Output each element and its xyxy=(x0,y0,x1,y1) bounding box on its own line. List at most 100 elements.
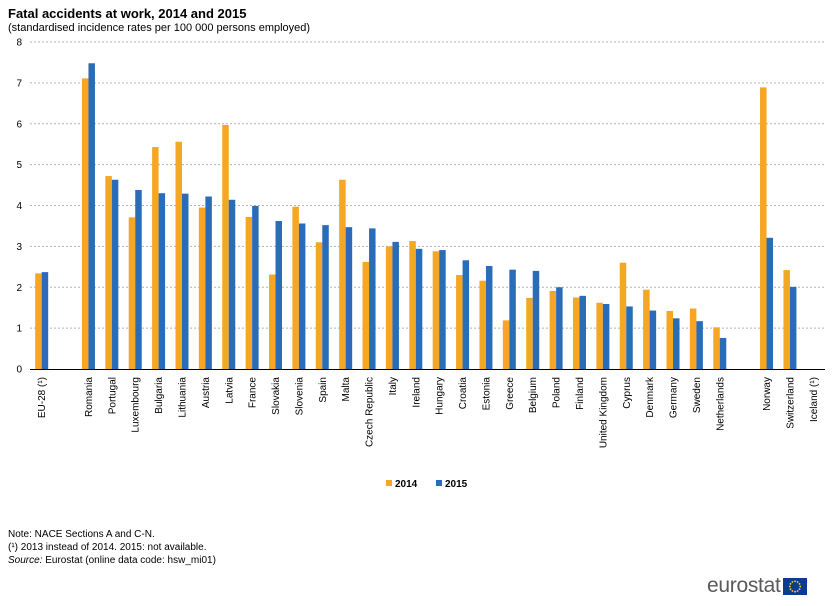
bar-2014-3 xyxy=(128,217,136,369)
category-label: Slovakia xyxy=(271,377,282,415)
flag-star xyxy=(797,589,799,592)
category-label: Cyprus xyxy=(622,377,633,409)
bar-2015-15 xyxy=(415,248,423,369)
category-label: Iceland (¹) xyxy=(809,377,820,422)
bar-2015-29 xyxy=(766,237,774,369)
bar-2015-16 xyxy=(439,250,446,369)
bar-2015-12 xyxy=(345,227,353,369)
category-label: Spain xyxy=(318,377,329,403)
bar-2014-26 xyxy=(666,310,674,369)
bar-2014-13 xyxy=(362,261,370,369)
bar-2014-24 xyxy=(619,262,627,369)
y-tick-label: 7 xyxy=(16,78,22,89)
chart-title: Fatal accidents at work, 2014 and 2015 xyxy=(8,6,247,21)
bar-2014-18 xyxy=(479,280,486,369)
category-label: Latvia xyxy=(224,377,235,404)
bar-2015-20 xyxy=(532,270,540,369)
category-label: Slovenia xyxy=(294,377,305,416)
flag-star xyxy=(790,582,792,585)
flag-star xyxy=(789,585,792,587)
bar-2014-20 xyxy=(526,297,533,369)
category-label: Hungary xyxy=(435,377,446,415)
category-labels: EU-28 (¹) Romania Portugal Luxembourg Bulgar… xyxy=(37,376,820,448)
bar-2014-9 xyxy=(269,274,276,369)
flag-star xyxy=(794,579,797,582)
note-footnote: (¹) 2013 instead of 2014. 2015: not avai… xyxy=(8,542,207,553)
flag-star xyxy=(799,582,801,585)
bar-2014-21 xyxy=(549,290,557,369)
flag-star xyxy=(791,580,794,583)
legend-swatch-2015 xyxy=(436,480,442,486)
bar-2014-14 xyxy=(385,246,393,369)
category-label: Finland xyxy=(575,377,586,410)
bar-2014-5 xyxy=(175,141,182,369)
bar-2014-30 xyxy=(783,270,790,369)
flag-star xyxy=(794,590,797,593)
category-label: Croatia xyxy=(458,377,469,410)
category-label: Luxembourg xyxy=(131,377,142,433)
category-label: Belgium xyxy=(528,377,539,413)
category-label: Romania xyxy=(84,377,95,417)
category-label: Sweden xyxy=(692,377,703,413)
category-label: Lithuania xyxy=(177,377,188,418)
category-label: Ireland xyxy=(411,377,422,408)
bar-2015-7 xyxy=(228,199,236,369)
bar-2015-1 xyxy=(88,63,95,369)
y-tick-label: 5 xyxy=(16,160,22,171)
bar-2015-25 xyxy=(649,310,657,369)
chart-notes: Note: NACE Sections A and C-N. (¹) 2013 … xyxy=(8,528,216,567)
eurostat-logo: eurostat xyxy=(707,574,808,598)
source-text: Eurostat (online data code: hsw_mi01) xyxy=(42,555,216,566)
bar-2015-26 xyxy=(673,318,680,369)
category-label: Czech Republic xyxy=(365,377,376,447)
bar-2015-23 xyxy=(602,304,610,369)
bar-2014-15 xyxy=(409,241,416,369)
y-tick-label: 6 xyxy=(16,119,22,130)
bar-2014-2 xyxy=(105,176,112,369)
category-label: Bulgaria xyxy=(154,377,165,414)
bar-2015-3 xyxy=(135,189,142,369)
bar-2015-8 xyxy=(252,205,259,369)
category-label: Portugal xyxy=(107,377,118,414)
bar-2014-28 xyxy=(713,327,720,369)
bar-2014-25 xyxy=(643,289,650,369)
legend-label-2015: 2015 xyxy=(445,479,468,490)
bar-2015-28 xyxy=(719,337,727,369)
category-label: Switzerland xyxy=(785,377,796,429)
category-label: Germany xyxy=(669,377,680,418)
bar-2014-8 xyxy=(245,216,253,369)
y-tick-label: 4 xyxy=(16,201,22,212)
flag-background xyxy=(783,577,808,595)
gridlines xyxy=(30,41,825,329)
bars xyxy=(35,63,797,369)
bar-2014-19 xyxy=(502,320,510,369)
bar-2015-17 xyxy=(462,260,470,369)
flag-star xyxy=(791,589,794,592)
bar-2015-24 xyxy=(626,306,633,369)
y-tick-label: 0 xyxy=(16,365,22,376)
legend-swatch-2014 xyxy=(386,480,392,486)
bar-2015-11 xyxy=(322,225,329,369)
chart-subtitle: (standardised incidence rates per 100 00… xyxy=(8,22,311,34)
category-label: Malta xyxy=(341,377,352,402)
bar-2014-17 xyxy=(456,274,463,369)
category-label: Denmark xyxy=(645,376,656,418)
bar-2014-12 xyxy=(339,179,346,369)
bar-2014-4 xyxy=(152,147,159,369)
bar-2014-10 xyxy=(292,206,299,369)
y-axis-ticks: 0 1 2 3 4 5 6 7 8 xyxy=(16,38,22,376)
bar-2014-6 xyxy=(198,207,206,369)
flag-star xyxy=(799,587,801,590)
category-label: France xyxy=(248,377,259,409)
legend-label-2014: 2014 xyxy=(395,479,418,490)
legend: 2014 2015 xyxy=(386,479,468,490)
y-tick-label: 8 xyxy=(16,38,22,49)
bar-2014-0 xyxy=(35,273,42,369)
category-label: Austria xyxy=(201,377,212,409)
bar-2015-6 xyxy=(205,196,212,369)
bar-2015-19 xyxy=(509,269,516,369)
y-tick-label: 1 xyxy=(16,324,22,335)
flag-star xyxy=(797,580,799,583)
category-label: Poland xyxy=(552,377,563,408)
category-label: Netherlands xyxy=(715,377,726,431)
